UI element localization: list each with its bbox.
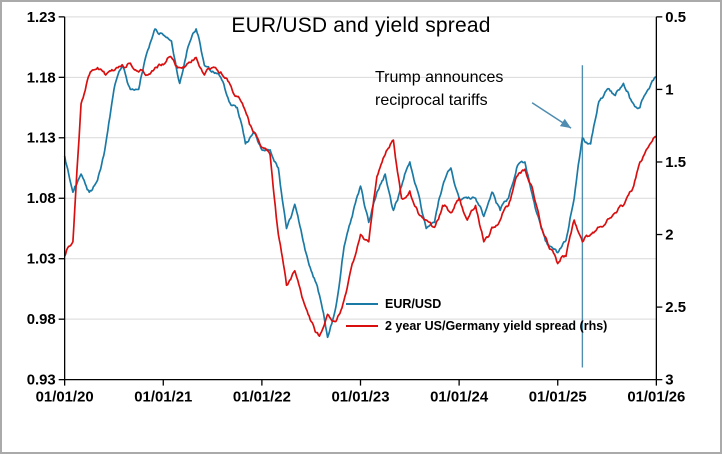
annotation-line-1: Trump announces [375,69,504,86]
legend-swatch [346,303,378,305]
gridlines [64,16,657,320]
left-axis-label: 1.13 [27,131,56,147]
legend-label: EUR/USD [385,297,442,311]
annotation-text: Trump announces reciprocal tariffs [375,66,503,112]
legend-label: 2 year US/Germany yield spread (rhs) [385,319,608,333]
legend: EUR/USD 2 year US/Germany yield spread (r… [346,293,607,337]
annotation-line-2: reciprocal tariffs [375,92,488,109]
left-axis-label: 1.03 [27,252,56,268]
right-axis-label: 2 [665,228,673,244]
axes: 1.23 1.18 1.13 1.08 1.03 0.98 0.93 0.5 1 1.5 2 2.5 3… [27,10,686,406]
series-line-eurusd [63,28,657,339]
x-axis-label: 01/01/22 [233,389,291,405]
x-axis-label: 01/01/26 [627,389,685,405]
left-axis-label: 1.08 [27,191,56,207]
x-axis-label: 01/01/20 [36,389,94,405]
x-axis-label: 01/01/25 [529,389,587,405]
right-axis-label: 3 [665,373,673,389]
chart-title: EUR/USD and yield spread [231,14,491,37]
right-axis-label: 2.5 [665,300,686,316]
left-axis-label: 1.18 [27,70,56,86]
x-axis-label: 01/01/21 [134,389,192,405]
legend-item-yield-spread: 2 year US/Germany yield spread (rhs) [346,315,607,337]
legend-item-eurusd: EUR/USD [346,293,607,315]
right-axis-label: 1 [665,82,673,98]
annotation-arrow [531,102,572,129]
right-axis-label: 0.5 [665,10,686,26]
right-axis-label: 1.5 [665,155,686,171]
legend-swatch [346,325,378,327]
left-axis-label: 0.93 [27,373,56,389]
x-axis-label: 01/01/24 [430,389,489,405]
x-axis-label: 01/01/23 [332,389,390,405]
series-line-yield-spread [63,55,657,337]
left-axis-label: 1.23 [27,10,56,26]
left-axis-label: 0.98 [27,312,56,328]
